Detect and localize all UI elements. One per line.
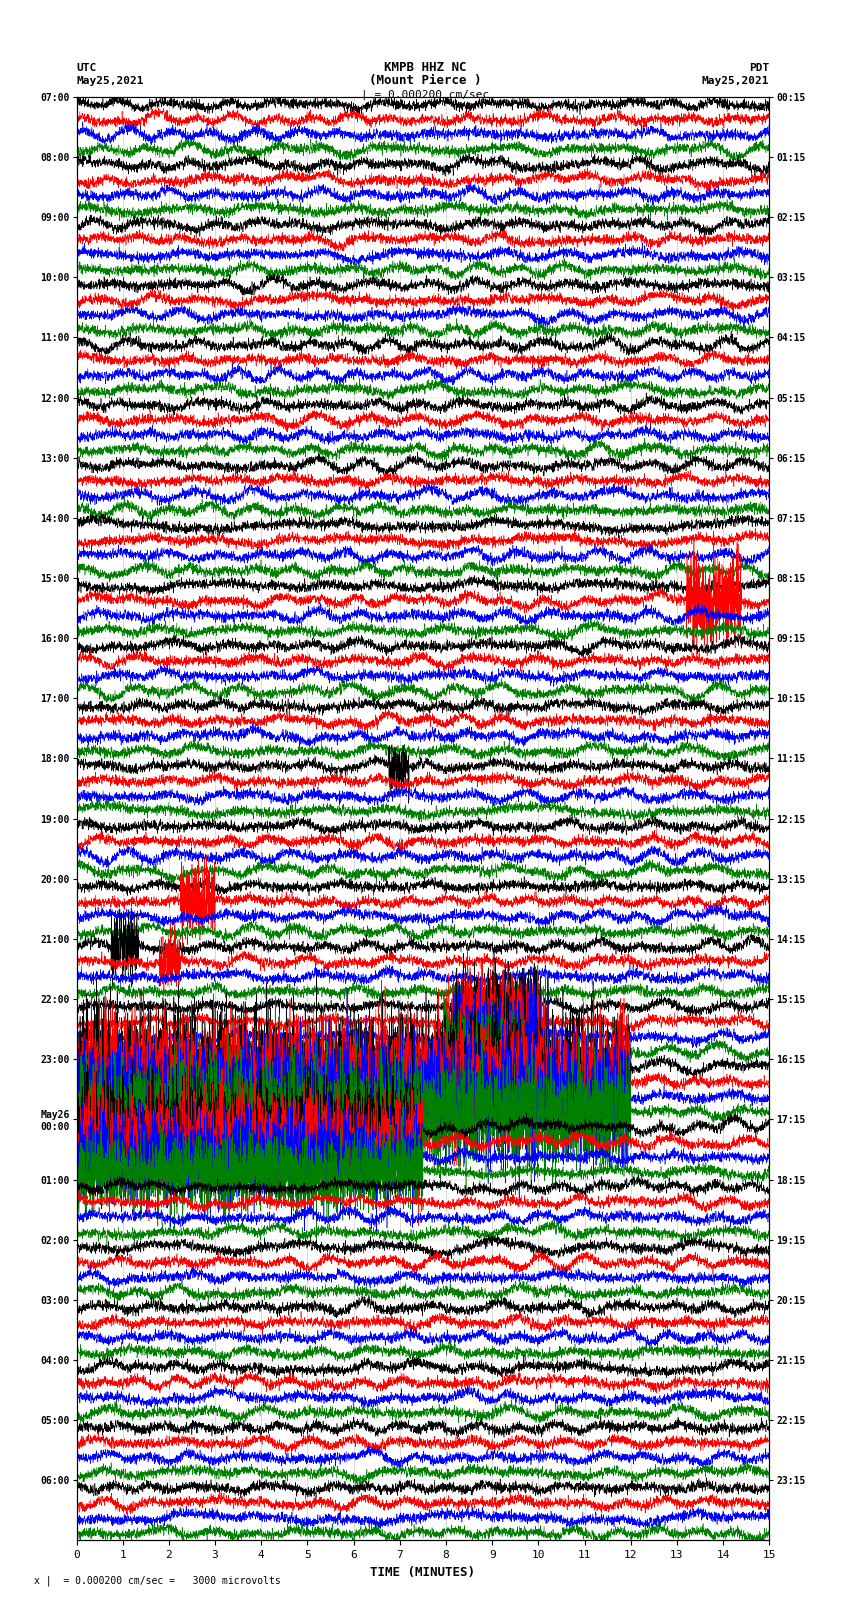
Text: May25,2021: May25,2021 — [702, 76, 769, 85]
Text: UTC: UTC — [76, 63, 97, 73]
Text: (Mount Pierce ): (Mount Pierce ) — [369, 74, 481, 87]
Text: x |  = 0.000200 cm/sec =   3000 microvolts: x | = 0.000200 cm/sec = 3000 microvolts — [34, 1576, 280, 1586]
Text: PDT: PDT — [749, 63, 769, 73]
Text: | = 0.000200 cm/sec: | = 0.000200 cm/sec — [361, 90, 489, 100]
Text: KMPB HHZ NC: KMPB HHZ NC — [383, 61, 467, 74]
Text: May25,2021: May25,2021 — [76, 76, 144, 85]
X-axis label: TIME (MINUTES): TIME (MINUTES) — [371, 1566, 475, 1579]
